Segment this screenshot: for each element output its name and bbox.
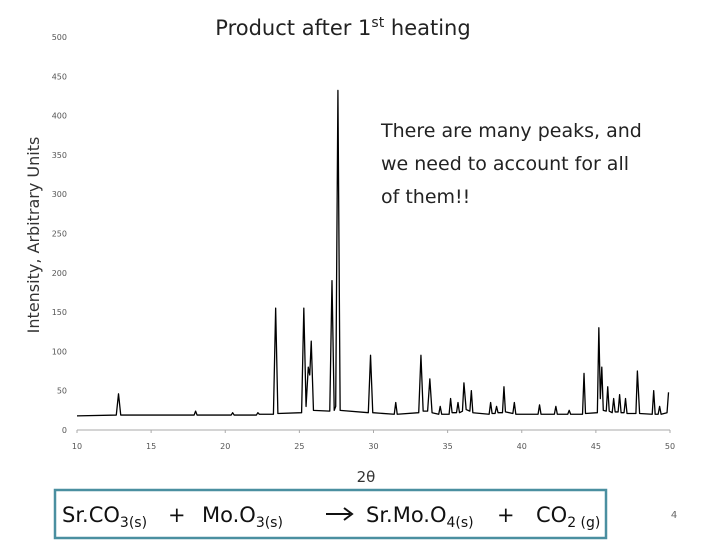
term-text: CO <box>536 503 567 527</box>
term-text: + <box>168 503 186 527</box>
equation-term: CO2 (g) <box>536 503 600 531</box>
y-tick-label: 450 <box>52 72 67 81</box>
title-rest: heating <box>384 16 470 40</box>
x-axis-label: 2θ <box>357 468 376 486</box>
x-tick-label: 25 <box>294 442 304 451</box>
x-tick-label: 30 <box>368 442 378 451</box>
annotation: There are many peaks, and we need to acco… <box>380 120 642 208</box>
term-subscript: 4(s) <box>447 515 474 531</box>
x-tick-label: 20 <box>220 442 230 451</box>
title-sup: st <box>371 15 384 31</box>
x-tick-label: 15 <box>146 442 156 451</box>
term-text: Sr.CO <box>62 503 120 527</box>
x-tick-label: 50 <box>665 442 675 451</box>
term-subscript: 3(s) <box>256 515 283 531</box>
equation-term: + <box>168 503 186 527</box>
y-tick-label: 50 <box>57 387 67 396</box>
x-tick-label: 35 <box>443 442 453 451</box>
title-text: Product after 1 <box>215 16 371 40</box>
slide-number: 4 <box>671 510 677 521</box>
equation: Sr.CO3(s) + Mo.O3(s) Sr.Mo.O4(s) + CO2 (g) <box>62 503 600 531</box>
x-tick-label: 45 <box>591 442 601 451</box>
y-tick-label: 400 <box>52 112 67 121</box>
spectrum-line <box>76 89 670 417</box>
equation-box <box>53 488 608 540</box>
x-tick-label: 10 <box>72 442 82 451</box>
term-text: Mo.O <box>202 503 256 527</box>
annotation-line: we need to account for all <box>381 153 629 175</box>
y-tick-label: 200 <box>52 269 67 278</box>
annotation-line: There are many peaks, and <box>380 120 642 142</box>
equation-term: Sr.Mo.O4(s) <box>366 503 474 531</box>
y-tick-label: 150 <box>52 308 67 317</box>
y-tick-label: 500 <box>52 33 67 42</box>
y-axis-label: Intensity, Arbitrary Units <box>24 137 43 334</box>
chart-title: Product after 1st heating <box>215 15 470 40</box>
x-tick-label: 40 <box>517 442 527 451</box>
term-text: + <box>497 503 515 527</box>
term-subscript: 2 (g) <box>567 515 600 531</box>
equation-term: Sr.CO3(s) <box>62 503 147 531</box>
reaction-arrow <box>326 507 354 521</box>
term-text: Sr.Mo.O <box>366 503 447 527</box>
equation-term: Mo.O3(s) <box>202 503 283 531</box>
y-tick-label: 350 <box>52 151 67 160</box>
y-tick-label: 250 <box>52 230 67 239</box>
y-tick-label: 0 <box>62 426 67 435</box>
y-tick-label: 100 <box>52 347 67 356</box>
annotation-line: of them!! <box>381 186 470 208</box>
y-tick-label: 300 <box>52 190 67 199</box>
term-subscript: 3(s) <box>120 515 147 531</box>
equation-term: + <box>497 503 515 527</box>
